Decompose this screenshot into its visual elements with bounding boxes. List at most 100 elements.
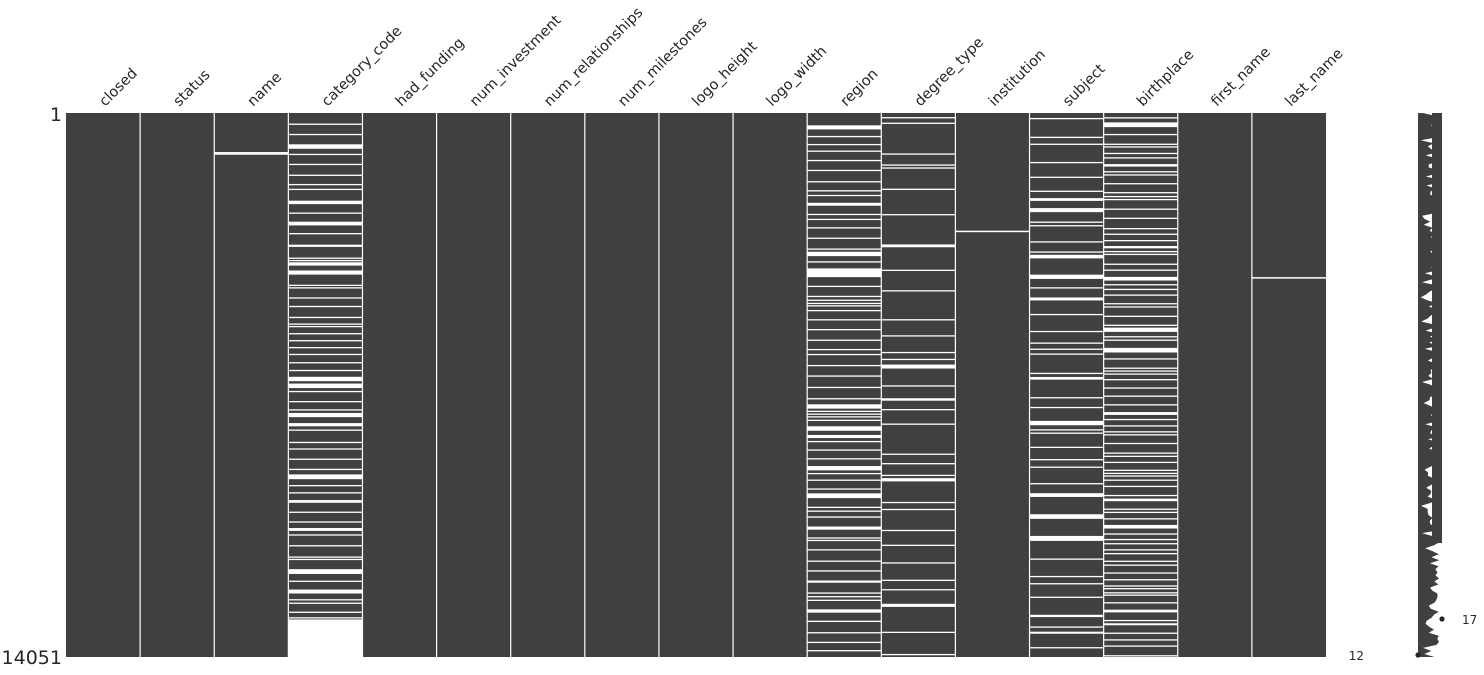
sparkline-max-marker <box>1439 616 1445 622</box>
column-label-closed: closed <box>97 66 141 110</box>
missing-line <box>1103 431 1178 433</box>
missing-line <box>1103 143 1178 145</box>
sparkline-min-marker <box>1415 652 1421 658</box>
missing-line <box>807 426 882 431</box>
column-label-degree_type: degree_type <box>912 34 987 109</box>
missing-line <box>881 603 956 607</box>
missing-line <box>1029 136 1104 139</box>
missing-line <box>288 153 363 156</box>
missing-line <box>1029 466 1104 468</box>
missing-line <box>288 376 363 382</box>
missing-line <box>1103 655 1178 657</box>
column-label-subject: subject <box>1060 61 1109 110</box>
missing-line <box>288 617 363 619</box>
missing-line <box>1103 208 1178 210</box>
column-label-institution: institution <box>986 47 1049 110</box>
missing-line <box>1029 420 1104 426</box>
missing-line <box>1103 250 1178 253</box>
missing-line <box>1029 614 1104 618</box>
missing-line <box>881 579 956 581</box>
missing-line <box>881 269 956 271</box>
missing-line <box>807 537 882 539</box>
column-label-region: region <box>838 66 882 110</box>
missing-line <box>1103 452 1178 454</box>
column-backgrounds <box>66 113 1326 657</box>
missing-line <box>1103 498 1178 502</box>
missing-line <box>881 244 956 248</box>
missing-line <box>807 472 882 475</box>
missing-line <box>288 458 363 460</box>
missing-line <box>288 353 363 356</box>
missing-line <box>881 631 956 634</box>
missing-line <box>288 325 363 328</box>
row-label-first: 1 <box>50 104 62 126</box>
missing-line <box>1103 472 1178 475</box>
missing-line <box>1029 208 1104 213</box>
missing-line <box>1103 157 1178 159</box>
missing-line <box>807 302 882 305</box>
missing-line <box>1029 397 1104 399</box>
missing-line <box>1103 315 1178 317</box>
missing-line <box>1103 549 1178 551</box>
missing-line <box>881 188 956 190</box>
missing-line <box>288 528 363 531</box>
missing-line <box>1029 251 1104 253</box>
column-institution <box>955 113 1030 657</box>
missing-line <box>1103 524 1178 529</box>
missing-line <box>807 143 882 146</box>
missing-line <box>1103 609 1178 613</box>
column-had_funding <box>362 113 437 657</box>
missing-line <box>881 544 956 546</box>
missing-line <box>288 257 363 259</box>
missing-line <box>1103 418 1178 421</box>
missing-line <box>807 440 882 443</box>
missing-line <box>807 202 882 206</box>
missing-line <box>288 340 363 342</box>
missing-line <box>807 305 882 307</box>
missing-line <box>1103 538 1178 541</box>
missing-line <box>1103 469 1178 471</box>
column-label-first_name: first_name <box>1208 44 1274 110</box>
column-logo_height <box>658 113 734 657</box>
missing-line <box>807 609 882 613</box>
missing-line <box>288 429 363 431</box>
missing-line <box>288 599 363 601</box>
missing-line <box>807 261 882 263</box>
missing-line <box>881 164 956 166</box>
missing-line <box>1103 324 1178 326</box>
missing-line <box>1103 508 1178 510</box>
missing-line <box>807 169 882 172</box>
missing-line <box>881 214 956 216</box>
missing-line <box>1103 367 1178 369</box>
missing-line <box>881 335 956 337</box>
missing-line <box>288 383 363 389</box>
missing-line <box>881 474 956 477</box>
missing-line <box>1103 246 1178 249</box>
missing-line <box>807 596 882 598</box>
missing-line <box>1103 564 1178 566</box>
missing-line <box>1029 330 1104 333</box>
missing-line <box>288 305 363 308</box>
column-label-name: name <box>245 69 285 109</box>
missing-line <box>1029 626 1104 628</box>
missing-line <box>288 144 363 149</box>
missing-line <box>1029 575 1104 578</box>
missing-line <box>288 244 363 247</box>
missing-line <box>807 125 882 130</box>
missing-line <box>807 410 882 412</box>
missing-line <box>1103 623 1178 626</box>
missing-line <box>807 159 882 162</box>
sparkline-min-label: 12 <box>1349 649 1364 663</box>
missing-line <box>807 592 882 594</box>
missing-line <box>1103 171 1178 173</box>
missing-line <box>1103 284 1178 286</box>
missing-line <box>807 516 882 518</box>
missing-line <box>288 580 363 582</box>
missing-line <box>1029 535 1104 541</box>
missing-line <box>1103 412 1178 415</box>
missing-line <box>1103 404 1178 406</box>
missing-line <box>881 478 956 482</box>
missing-line <box>807 339 882 341</box>
missing-line <box>288 441 363 444</box>
missing-line <box>881 153 956 155</box>
